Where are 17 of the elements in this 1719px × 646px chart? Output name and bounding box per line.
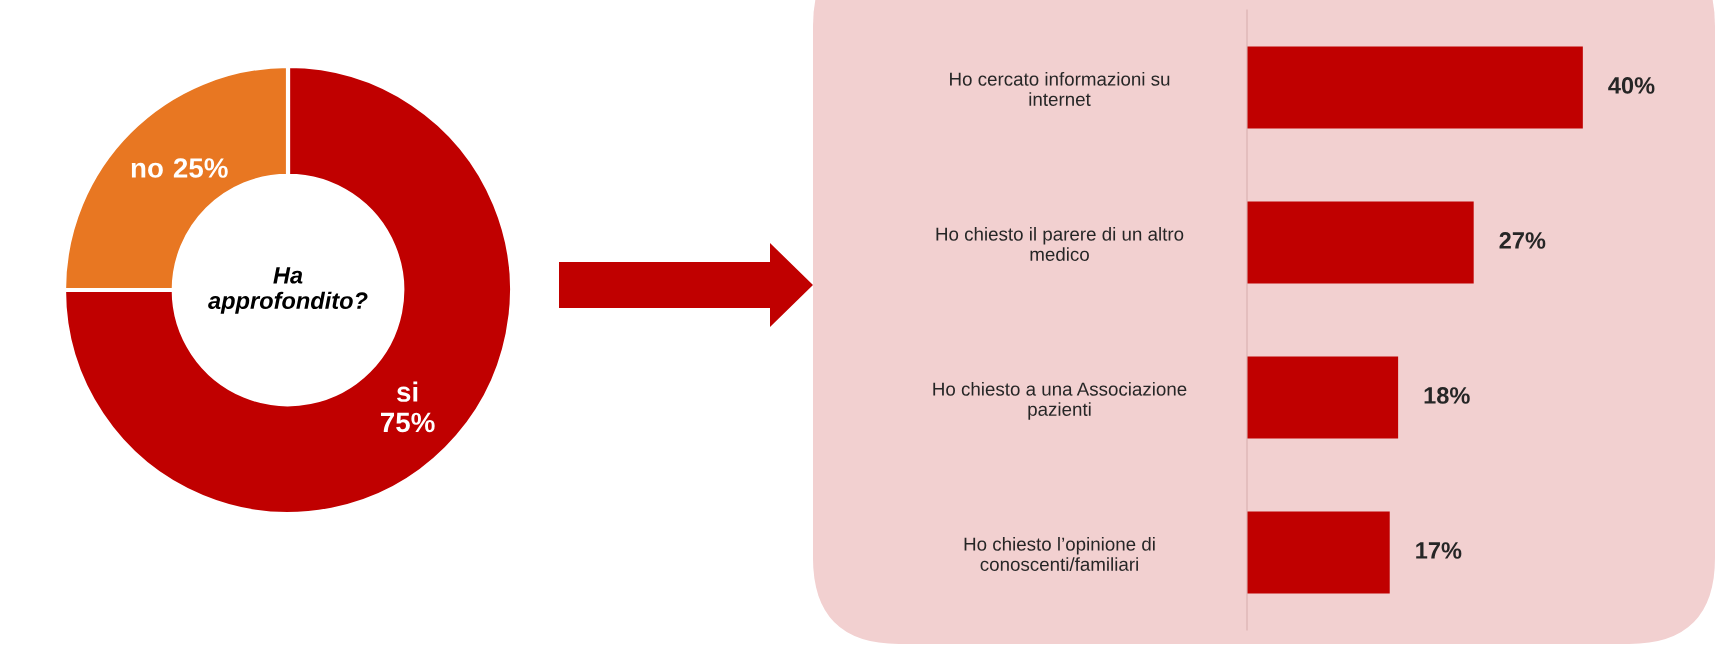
data-label: 25%: [173, 158, 228, 178]
slice-label: si: [396, 381, 418, 402]
bar: [1247, 356, 1399, 439]
data-label: 27%: [1499, 232, 1546, 249]
data-label: 75%: [380, 412, 435, 433]
text: Ha approfondito?: [208, 267, 368, 314]
data-label: 18%: [1424, 387, 1470, 404]
data-label: 40%: [1608, 77, 1655, 94]
bar: [1247, 46, 1583, 129]
y-tick-label: Ho cercato informazioni su internet: [950, 71, 1170, 106]
bar: [1247, 511, 1390, 594]
y-tick-label: Ho chiesto il parere di un altro medico: [936, 226, 1184, 261]
y-tick-label: Ho chiesto a una Associazione pazienti: [933, 381, 1187, 420]
bar: [1247, 201, 1474, 284]
data-label: 17%: [1416, 542, 1462, 559]
y-tick-label: Ho chiesto l’opinione di conoscenti/familiari: [964, 536, 1155, 571]
slice-label: no: [131, 162, 163, 178]
